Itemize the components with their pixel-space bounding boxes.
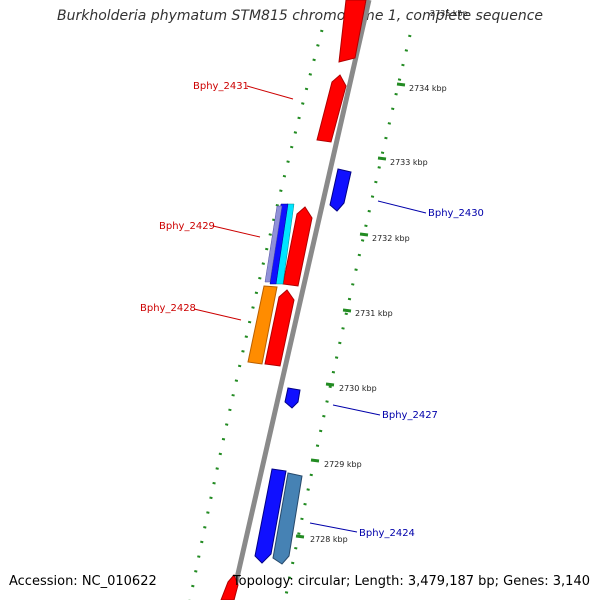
- kbp-label: 2730 kbp: [339, 384, 377, 393]
- gene-bphy-2424-blue[interactable]: [254, 468, 287, 564]
- gene-bphy-2429-purple[interactable]: [264, 205, 283, 283]
- gene-label[interactable]: Bphy_2429: [159, 221, 215, 232]
- gene-label[interactable]: Bphy_2430: [428, 208, 484, 219]
- gene-bphy-2428-red[interactable]: [264, 289, 295, 367]
- chromosome-backbone: [229, 0, 372, 600]
- leader-bphy-2431: [246, 85, 294, 100]
- gene-top-red[interactable]: [338, 0, 367, 63]
- kbp-label: 2731 kbp: [355, 309, 393, 318]
- gene-bphy-2429[interactable]: [282, 206, 313, 287]
- leader-bphy-2430: [377, 200, 427, 214]
- leader-bphy-2429: [212, 225, 261, 238]
- sequence-summary: Topology: circular; Length: 3,479,187 bp…: [232, 574, 590, 589]
- gene-label[interactable]: Bphy_2424: [359, 528, 415, 539]
- outer-tick-rail: [188, 29, 324, 600]
- kbp-label: 2735 kbp: [430, 9, 468, 18]
- gene-bphy-2427[interactable]: [284, 387, 301, 409]
- gene-label[interactable]: Bphy_2431: [193, 81, 249, 92]
- gene-bphy-2431[interactable]: [316, 74, 347, 143]
- kbp-labels: 2735 kbp 2734 kbp 2733 kbp 2732 kbp 2731…: [310, 9, 468, 544]
- gene-bphy-2428-orange[interactable]: [247, 285, 278, 365]
- kbp-label: 2728 kbp: [310, 535, 348, 544]
- leader-bphy-2424: [309, 522, 358, 533]
- leader-bphy-2427: [332, 404, 381, 416]
- gene-label[interactable]: Bphy_2428: [140, 303, 196, 314]
- gene-bphy-2430[interactable]: [329, 168, 352, 212]
- gene-label[interactable]: Bphy_2427: [382, 410, 438, 421]
- kbp-label: 2733 kbp: [390, 158, 428, 167]
- gene-bottom-red[interactable]: [220, 574, 239, 600]
- kbp-label: 2732 kbp: [372, 234, 410, 243]
- gene-bphy-2424-steelblue[interactable]: [272, 472, 303, 565]
- kbp-label: 2729 kbp: [324, 460, 362, 469]
- leader-bphy-2428: [193, 308, 242, 321]
- major-ticks: [295, 82, 406, 539]
- map-title: Burkholderia phymatum STM815 chromosome …: [56, 8, 543, 24]
- accession-text: Accession: NC_010622: [9, 574, 157, 589]
- inner-tick-rail: [283, 34, 412, 600]
- kbp-label: 2734 kbp: [409, 84, 447, 93]
